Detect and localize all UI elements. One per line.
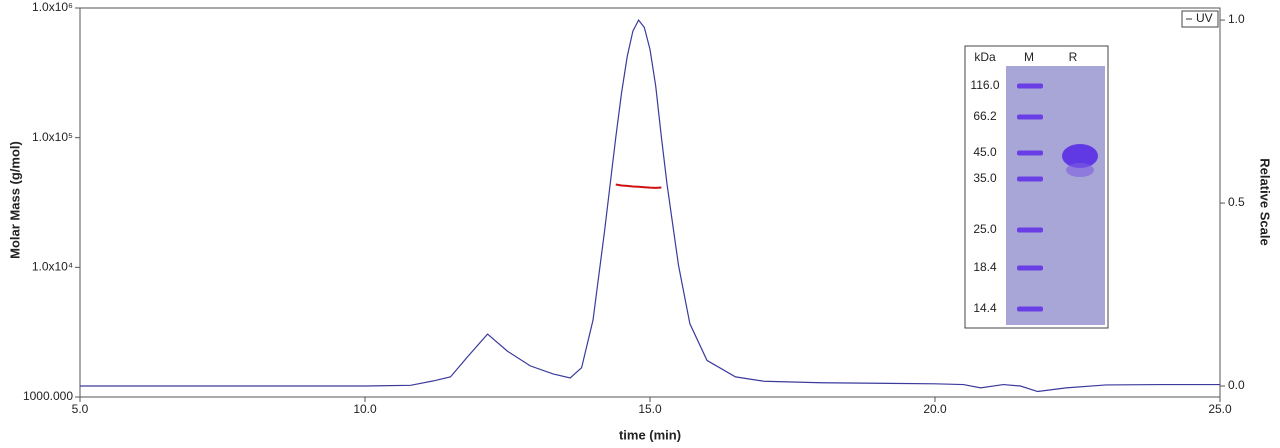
marker-band (1017, 265, 1043, 271)
marker-band (1017, 176, 1043, 182)
marker-band (1017, 150, 1043, 156)
legend: UV (1181, 10, 1219, 28)
gel-header: kDa (974, 50, 996, 64)
y-tick-label: 1.0x10⁵ (32, 130, 73, 144)
y2-tick-label: 1.0 (1228, 12, 1245, 26)
y2-axis-label: Relative Scale (1258, 158, 1273, 245)
gel-header: R (1069, 50, 1078, 64)
marker-label: 66.2 (973, 109, 997, 123)
y2-tick-label: 0.5 (1228, 195, 1245, 209)
marker-band (1017, 227, 1043, 233)
x-tick-label: 5.0 (72, 402, 89, 416)
gel-inset: kDa M R 116.0 66.2 45.0 35.0 25.0 18.4 14.4 (964, 45, 1109, 329)
y-tick-label: 1000.000 (23, 389, 73, 403)
gel-header: M (1024, 50, 1034, 64)
x-tick-label: 25.0 (1208, 402, 1232, 416)
marker-label: 18.4 (973, 260, 997, 274)
marker-band (1017, 306, 1043, 312)
x-tick-label: 15.0 (638, 402, 662, 416)
x-tick-label: 20.0 (923, 402, 947, 416)
marker-label: 14.4 (973, 301, 997, 315)
marker-label: 45.0 (973, 145, 997, 159)
x-tick-label: 10.0 (353, 402, 377, 416)
legend-label: UV (1196, 11, 1213, 25)
y2-tick-label: 0.0 (1228, 378, 1245, 392)
y-axis-label: Molar Mass (g/mol) (7, 141, 22, 259)
legend-box (1181, 10, 1219, 28)
marker-band (1017, 83, 1043, 89)
marker-label: 25.0 (973, 222, 997, 236)
gel (1006, 66, 1105, 325)
marker-band (1017, 114, 1043, 120)
series-line (615, 183, 662, 189)
sample-smear (1066, 163, 1094, 177)
series-line (80, 18, 1220, 393)
marker-label: 35.0 (973, 171, 997, 185)
y-tick-label: 1.0x10⁴ (32, 260, 73, 274)
y-tick-label: 1.0x10⁶ (32, 0, 73, 14)
sample-band (1062, 144, 1098, 168)
x-axis-label: time (min) (619, 427, 681, 442)
marker-label: 116.0 (970, 78, 999, 92)
